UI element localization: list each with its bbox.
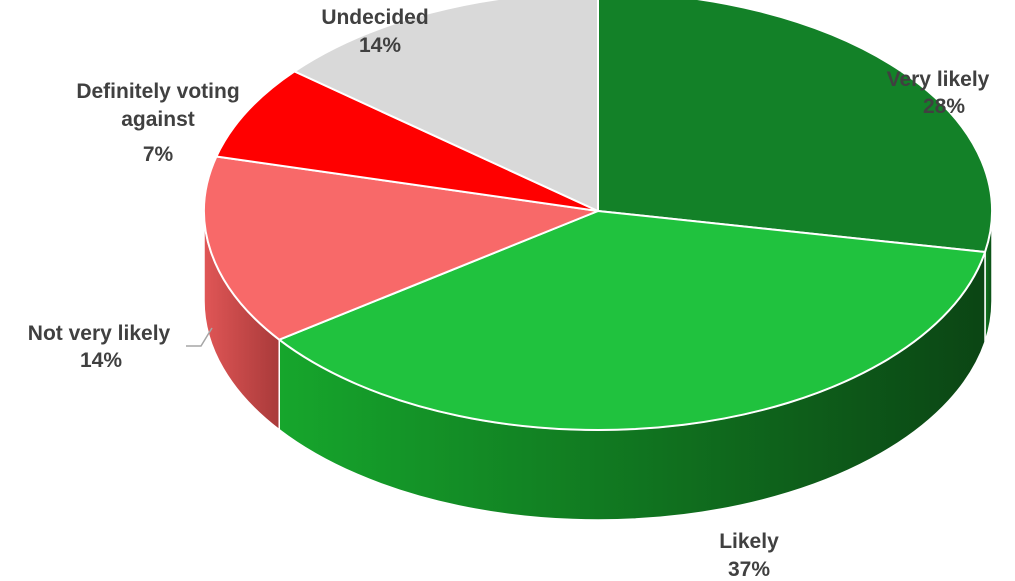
slice-label-undecided: Undecided 14% [321, 6, 428, 57]
slice-label-name: Undecided [321, 6, 428, 29]
slice-label-definitely-voting-against: Definitely voting against 7% [76, 80, 239, 166]
slice-label-value: 7% [143, 143, 174, 166]
slice-label-very-likely: Very likely 28% [887, 68, 990, 118]
slice-label-value: 37% [728, 558, 770, 581]
slice-undecided [293, 0, 599, 212]
slice-not-very-likely [203, 155, 599, 341]
slice-very-likely [597, 0, 993, 254]
slice-label-likely: Likely 37% [719, 530, 779, 581]
pie-top-faces [203, 0, 993, 431]
slice-label-name-line1: Definitely voting [76, 80, 239, 103]
slice-label-name: Very likely [887, 68, 990, 91]
slice-likely [278, 210, 987, 431]
leader-line-not-very-likely [186, 327, 213, 347]
slice-definitely-voting-against [215, 70, 599, 212]
label-leader-lines [186, 327, 213, 347]
slice-label-name-line2: against [121, 108, 195, 131]
slice-label-value: 14% [80, 349, 122, 372]
slice-label-name: Not very likely [28, 322, 171, 345]
slice-label-value: 14% [359, 34, 401, 57]
slice-label-name: Likely [719, 530, 779, 553]
slice-label-value: 28% [923, 95, 965, 118]
slice-label-not-very-likely: Not very likely 14% [28, 322, 171, 372]
